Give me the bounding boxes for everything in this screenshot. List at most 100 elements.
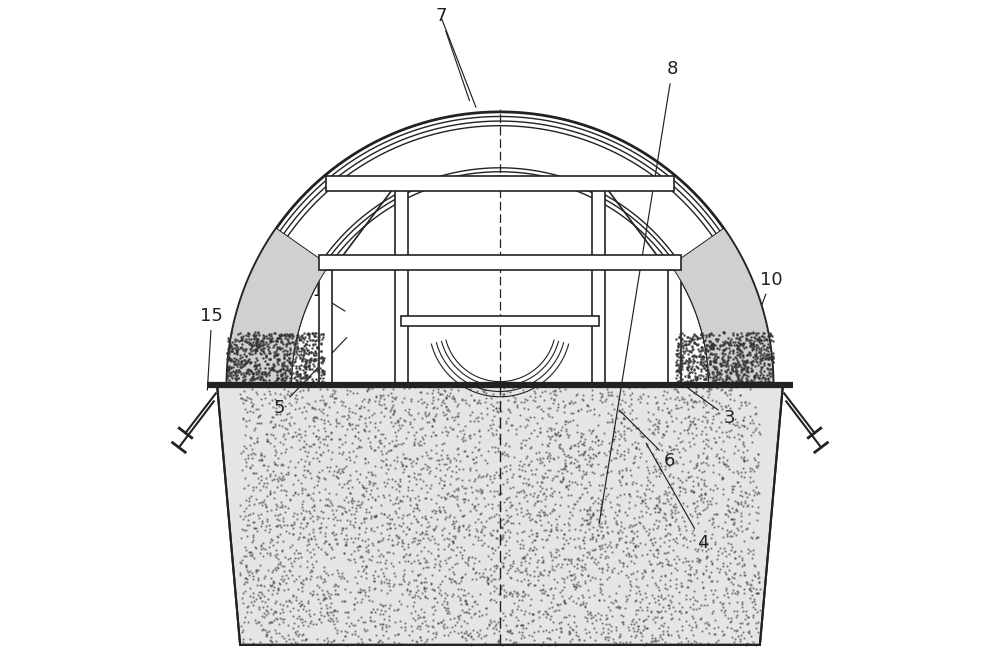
Point — [306, 350, 322, 361]
Point — [627, 542, 643, 552]
Point — [627, 549, 643, 560]
Point — [552, 430, 568, 440]
Point — [714, 347, 730, 358]
Point — [734, 555, 750, 565]
Point — [542, 584, 558, 594]
Point — [278, 349, 294, 360]
Point — [701, 388, 717, 399]
Point — [464, 552, 480, 563]
Point — [294, 581, 310, 592]
Point — [517, 565, 533, 576]
Point — [342, 454, 358, 465]
Point — [548, 551, 564, 562]
Point — [500, 424, 516, 435]
Point — [394, 536, 410, 547]
Point — [354, 480, 370, 490]
Point — [522, 390, 538, 401]
Point — [298, 357, 314, 367]
Point — [523, 442, 539, 452]
Point — [539, 426, 555, 436]
Point — [719, 499, 735, 510]
Point — [693, 354, 709, 365]
Point — [288, 347, 304, 357]
Point — [663, 597, 679, 607]
Point — [402, 549, 418, 559]
Point — [671, 361, 687, 372]
Point — [446, 486, 462, 497]
Point — [309, 511, 325, 521]
Point — [261, 354, 277, 365]
Point — [434, 525, 450, 536]
Point — [543, 583, 559, 594]
Point — [284, 569, 300, 580]
Point — [581, 424, 597, 435]
Point — [367, 478, 383, 488]
Point — [583, 493, 599, 503]
Point — [536, 395, 552, 405]
Point — [696, 443, 712, 453]
Point — [296, 513, 312, 524]
Point — [750, 501, 766, 512]
Point — [505, 482, 521, 492]
Point — [648, 500, 664, 511]
Point — [302, 547, 318, 558]
Point — [623, 394, 639, 405]
Point — [733, 345, 749, 356]
Point — [299, 369, 315, 380]
Point — [719, 357, 735, 368]
Point — [268, 636, 284, 646]
Point — [751, 419, 767, 430]
Point — [585, 498, 601, 509]
Point — [577, 559, 593, 569]
Point — [756, 347, 772, 358]
Point — [252, 374, 268, 384]
Point — [739, 579, 755, 590]
Point — [249, 342, 265, 352]
Point — [269, 474, 285, 484]
Point — [274, 358, 290, 368]
Point — [387, 571, 403, 582]
Point — [381, 547, 397, 557]
Point — [466, 458, 482, 468]
Point — [737, 467, 753, 478]
Point — [532, 569, 548, 580]
Point — [739, 350, 755, 361]
Point — [742, 579, 758, 590]
Point — [535, 636, 551, 647]
Point — [528, 528, 544, 539]
Point — [759, 335, 775, 345]
Point — [390, 533, 406, 544]
Point — [389, 530, 405, 541]
Point — [506, 397, 522, 407]
Point — [271, 380, 287, 390]
Point — [509, 487, 525, 497]
Point — [462, 465, 478, 475]
Point — [232, 353, 248, 363]
Point — [673, 375, 689, 386]
Point — [705, 374, 721, 385]
Point — [455, 436, 471, 446]
Point — [264, 363, 280, 373]
Point — [272, 520, 288, 530]
Point — [357, 587, 373, 597]
Point — [305, 328, 321, 338]
Point — [727, 419, 743, 430]
Point — [680, 636, 696, 646]
Point — [263, 603, 279, 614]
Point — [438, 402, 454, 413]
Point — [639, 622, 655, 633]
Point — [242, 358, 258, 368]
Point — [238, 461, 254, 472]
Point — [357, 458, 373, 468]
Point — [324, 391, 340, 401]
Point — [285, 623, 301, 634]
Point — [289, 393, 305, 404]
Point — [553, 380, 569, 391]
Point — [669, 360, 685, 370]
Point — [561, 629, 577, 640]
Point — [297, 359, 313, 370]
Point — [695, 345, 711, 356]
Point — [724, 631, 740, 642]
Point — [235, 376, 251, 386]
Point — [758, 334, 774, 344]
